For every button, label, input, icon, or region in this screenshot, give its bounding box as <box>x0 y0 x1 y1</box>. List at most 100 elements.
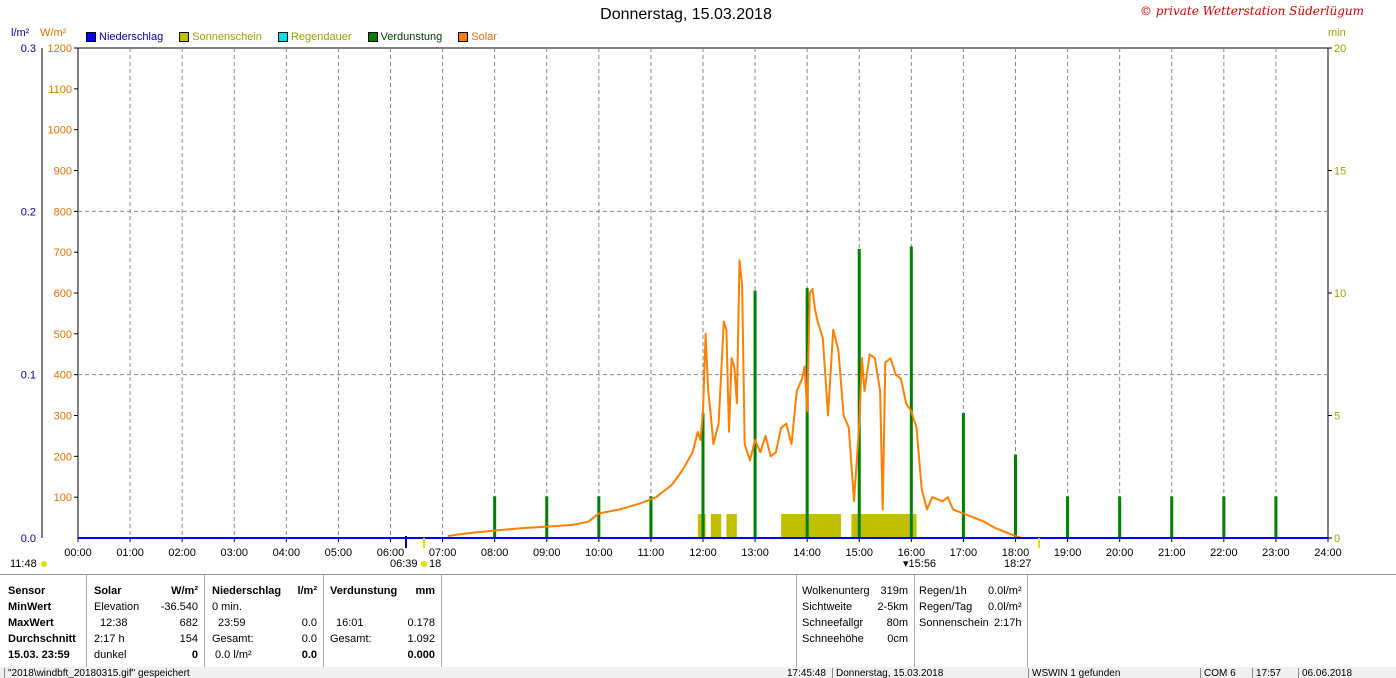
evaporation-bar <box>701 413 705 538</box>
legend-item-sonnenschein: Sonnenschein <box>179 31 262 43</box>
solar-line <box>447 259 1021 539</box>
rain-day-label: Regen/Tag <box>919 601 973 613</box>
rain-tick-label: 0.0 <box>21 533 36 545</box>
legend-swatch <box>367 32 378 42</box>
evaporation-bar <box>1118 496 1122 538</box>
solar-avg-label: 2:17 h <box>94 633 125 645</box>
chart-title: Donnerstag, 15.03.2018 <box>600 6 772 23</box>
x-tick-label: 02:00 <box>168 547 196 559</box>
legend-swatch <box>277 32 288 42</box>
x-tick-label: 06:00 <box>377 547 405 559</box>
evap-sum-label: Gesamt: <box>330 633 372 645</box>
status-time: 17:45:48 <box>787 668 826 678</box>
sensor-header: Sensor <box>8 585 46 597</box>
status-found: WSWIN 1 gefunden <box>1028 668 1197 678</box>
solar-tick-label: 1200 <box>48 43 72 55</box>
x-tick-label: 22:00 <box>1210 547 1238 559</box>
legend-item-verdunstung: Verdunstung <box>367 31 443 43</box>
rain-tick-label: 0.2 <box>21 206 36 218</box>
rain-sum-label: Gesamt: <box>212 633 254 645</box>
evaporation-bar <box>805 288 809 538</box>
x-tick-label: 04:00 <box>273 547 301 559</box>
visibility-value: 2-5km <box>877 601 908 613</box>
evap-sum-value: 1.092 <box>407 633 435 645</box>
minwert-label: MinWert <box>8 601 52 613</box>
sunset-time: 18:27 <box>1004 558 1032 570</box>
status-clock: 17:57 <box>1252 668 1296 678</box>
legend-label: Verdunstung <box>380 31 443 43</box>
minutes-tick-label: 20 <box>1334 43 1346 55</box>
x-tick-label: 07:00 <box>429 547 457 559</box>
rain-max-value: 0.0 <box>301 617 317 629</box>
solar-tick-label: 800 <box>54 206 72 218</box>
copyright-text: © private Wetterstation Süderlügum <box>1139 4 1364 18</box>
evap-max-time: 16:01 <box>336 617 364 629</box>
rain-max-time: 23:59 <box>218 617 246 629</box>
minutes-tick-label: 10 <box>1334 288 1346 300</box>
evaporation-bar <box>1170 496 1174 538</box>
status-date: Donnerstag, 15.03.2018 <box>832 668 1026 678</box>
x-tick-label: 18:00 <box>1002 547 1030 559</box>
status-bar: "2018\windbft_20180315.gif" gespeichert … <box>0 667 1396 678</box>
visibility-label: Sichtweite <box>802 601 853 613</box>
minutes-axis-unit: min <box>1328 27 1346 39</box>
rain-tick-label: 0.3 <box>21 43 36 55</box>
snowline-value: 80m <box>886 617 908 629</box>
sunrise-icon <box>421 561 427 567</box>
rain-total-value: 0.0 <box>301 649 317 661</box>
date-label: 15.03. 23:59 <box>8 649 70 661</box>
plot-background <box>0 0 1396 574</box>
legend-item-regendauer: Regendauer <box>277 31 352 43</box>
sunrise-time: 06:39 <box>390 558 418 570</box>
sunshine-label: Sonnenschein <box>919 617 989 629</box>
minutes-tick-label: 15 <box>1334 166 1346 178</box>
evaporation-bar <box>493 496 497 538</box>
evaporation-bar <box>1274 496 1278 538</box>
solar-header: Solar <box>94 585 122 597</box>
solar-tick-label: 300 <box>54 411 72 423</box>
sunset-extra: ▾15:56 <box>903 558 936 570</box>
legend-swatch <box>458 32 469 42</box>
rain-header: Niederschlag <box>212 585 282 597</box>
weather-column: Wolkenunterg 319m Sichtweite 2-5km Schne… <box>796 575 915 667</box>
solar-tick-label: 1100 <box>48 84 72 96</box>
legend-label: Sonnenschein <box>192 31 262 43</box>
evap-unit: mm <box>415 585 435 597</box>
x-tick-label: 16:00 <box>898 547 926 559</box>
solar-max-value: 682 <box>179 617 198 629</box>
evaporation-bar <box>857 248 861 538</box>
maxwert-label: MaxWert <box>8 617 54 629</box>
x-tick-label: 10:00 <box>585 547 613 559</box>
evaporation-bar <box>1066 496 1070 538</box>
legend-item-niederschlag: Niederschlag <box>86 31 163 43</box>
solar-tick-label: 900 <box>54 166 72 178</box>
evaporation-bar <box>1222 496 1226 538</box>
rain-total-label: 0.0 l/m² <box>215 649 252 661</box>
rain-unit: l/m² <box>297 585 317 597</box>
solar-elevation-label: Elevation <box>94 601 140 613</box>
evaporation-bar <box>909 246 913 538</box>
cloud-base-value: 319m <box>880 585 908 597</box>
status-port: COM 6 <box>1200 668 1246 678</box>
x-tick-label: 19:00 <box>1054 547 1082 559</box>
rain-day-value: 0.0l/m² <box>988 601 1022 613</box>
statistics-panel: Sensor MinWert MaxWert Durchschnitt 15.0… <box>0 574 1396 668</box>
evap-column: Verdunstung mm 16:01 0.178 Gesamt: 1.092… <box>324 575 442 667</box>
status-today: 06.06.2018 <box>1298 668 1392 678</box>
x-tick-label: 20:00 <box>1106 547 1134 559</box>
sun-marker-icon <box>41 561 47 567</box>
sunshine-bar <box>710 514 722 538</box>
rain-1h-label: Regen/1h <box>919 585 967 597</box>
rain-min-label: 0 min. <box>212 601 242 613</box>
sensor-column: Sensor MinWert MaxWert Durchschnitt 15.0… <box>0 575 87 667</box>
x-tick-label: 08:00 <box>481 547 509 559</box>
solar-tick-label: 500 <box>54 329 72 341</box>
legend: Niederschlag Sonnenschein Regendauer Ver… <box>86 31 497 43</box>
rain-sum-value: 0.0 <box>301 633 317 645</box>
sunrise-extra: 18 <box>429 558 441 570</box>
x-tick-label: 09:00 <box>533 547 561 559</box>
x-tick-label: 14:00 <box>793 547 821 559</box>
evap-max-value: 0.178 <box>407 617 435 629</box>
legend-swatch <box>179 32 190 42</box>
solar-dark-value: 0 <box>191 649 198 661</box>
